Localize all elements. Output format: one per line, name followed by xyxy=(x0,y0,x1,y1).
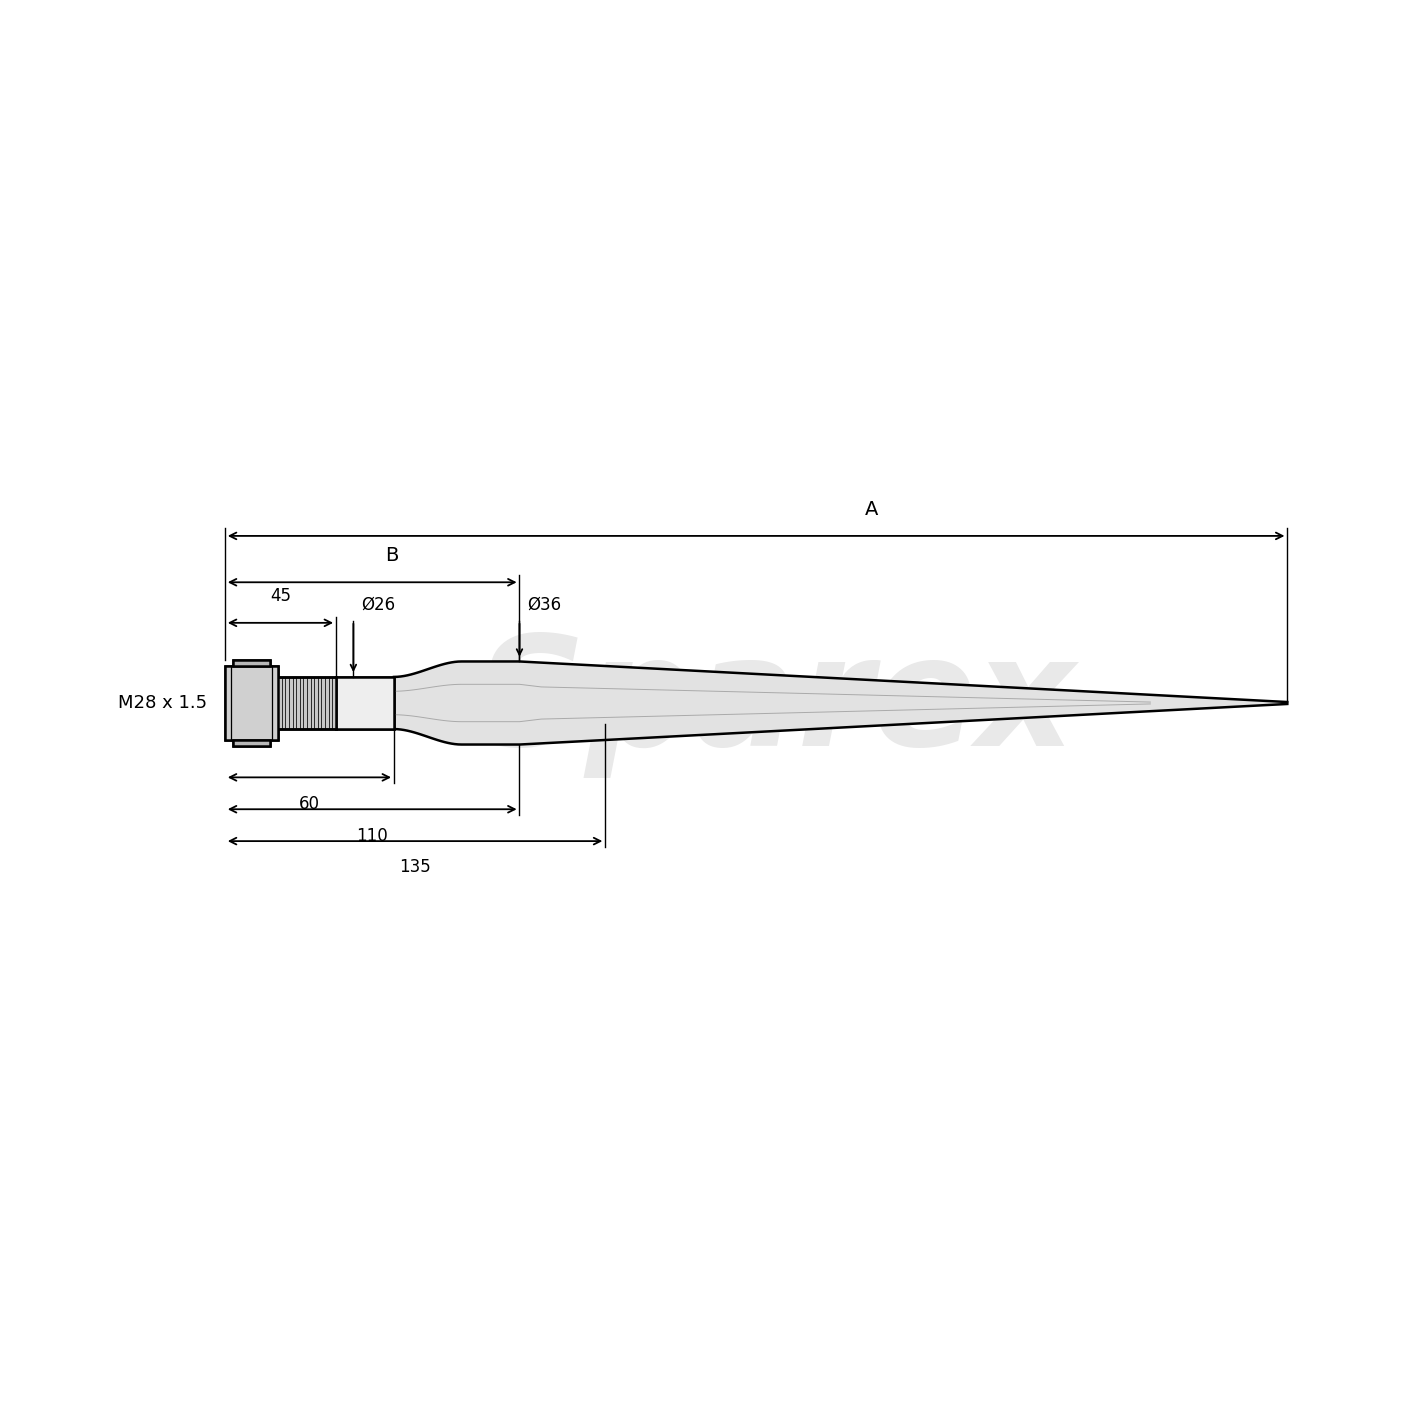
Polygon shape xyxy=(232,740,270,747)
Polygon shape xyxy=(225,666,278,740)
Polygon shape xyxy=(232,740,270,747)
Text: 45: 45 xyxy=(270,588,291,606)
Text: 60: 60 xyxy=(299,794,321,813)
Polygon shape xyxy=(232,659,270,666)
Text: 110: 110 xyxy=(356,827,388,845)
Text: Ø36: Ø36 xyxy=(527,595,561,613)
Polygon shape xyxy=(278,676,336,730)
Text: 135: 135 xyxy=(399,859,430,876)
Text: Ø26: Ø26 xyxy=(361,595,395,613)
Polygon shape xyxy=(336,676,394,730)
Polygon shape xyxy=(225,666,278,740)
Polygon shape xyxy=(278,676,336,730)
Polygon shape xyxy=(336,676,394,730)
Text: Sparex: Sparex xyxy=(475,628,1076,778)
Text: M28 x 1.5: M28 x 1.5 xyxy=(118,695,208,711)
Text: B: B xyxy=(385,546,398,565)
Text: A: A xyxy=(865,499,879,519)
Polygon shape xyxy=(394,661,1288,745)
Polygon shape xyxy=(232,659,270,666)
